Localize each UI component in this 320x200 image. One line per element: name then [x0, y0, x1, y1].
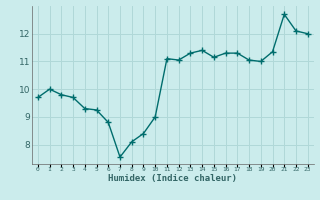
X-axis label: Humidex (Indice chaleur): Humidex (Indice chaleur) — [108, 174, 237, 183]
